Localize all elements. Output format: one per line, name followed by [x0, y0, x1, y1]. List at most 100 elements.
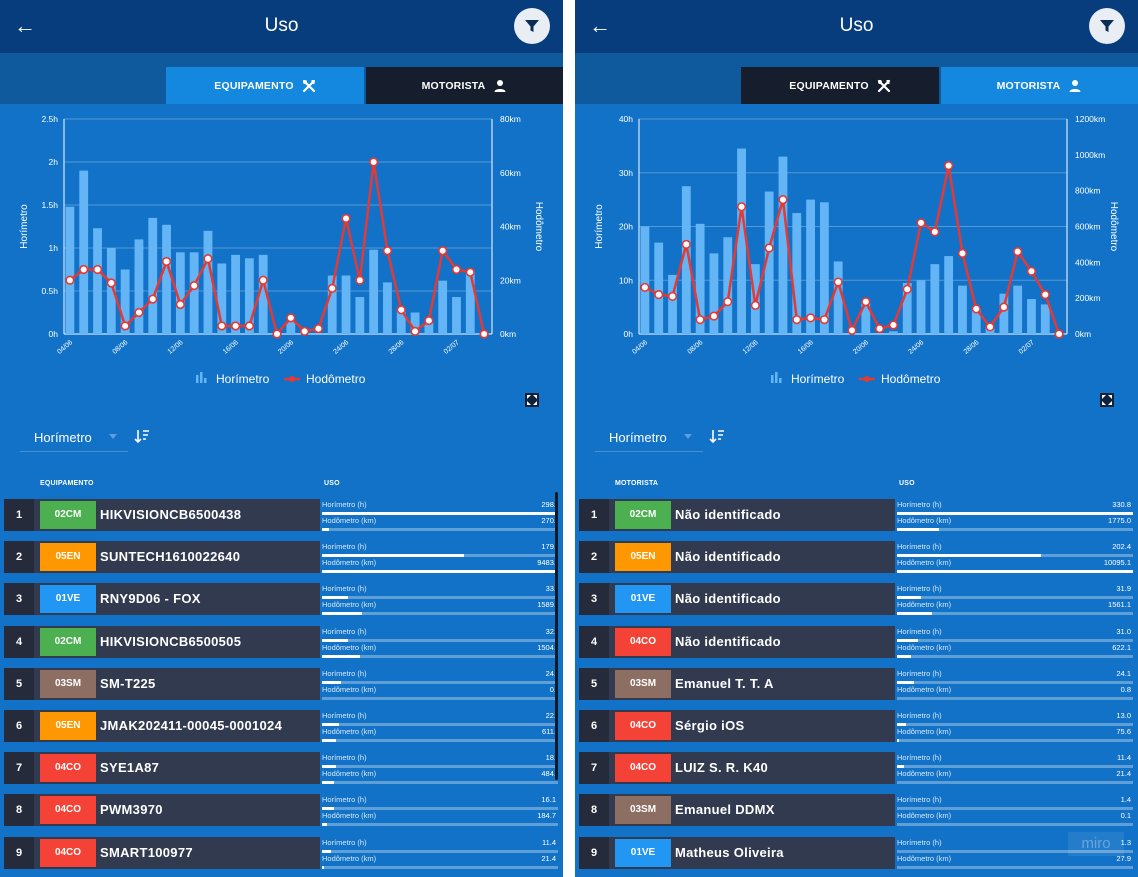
progress-fill — [322, 681, 341, 684]
x-tick-label: 04/06 — [56, 339, 74, 356]
usage-bars: Horímetro (h) 33. Hodômetro (km) 1589. — [322, 584, 558, 616]
metric-label: Hodômetro (km) — [322, 769, 377, 778]
metric-label: Horímetro (h) — [322, 753, 367, 762]
hodometro-line: Hodômetro (km) 622.1 — [897, 643, 1133, 658]
list-item[interactable]: 8 03SM Emanuel DDMX — [579, 794, 895, 826]
rank-number: 4 — [579, 626, 609, 658]
item-name: Não identificado — [675, 549, 781, 564]
metric-label: Hodômetro (km) — [897, 600, 952, 609]
list-item[interactable]: 5 03SM SM-T225 — [4, 668, 320, 700]
tab-equipamento[interactable]: EQUIPAMENTO — [166, 67, 364, 104]
tab-label: MOTORISTA — [996, 79, 1061, 92]
list-item[interactable]: 2 05EN Não identificado — [579, 541, 895, 573]
chevron-down-icon — [109, 434, 117, 439]
group-badge: 04CO — [40, 754, 96, 782]
list-item[interactable]: 9 04CO SMART100977 — [4, 837, 320, 869]
group-badge: 02CM — [40, 628, 96, 656]
progress-track — [322, 612, 558, 615]
metric-label: Horímetro (h) — [897, 753, 942, 762]
filter-icon — [525, 20, 539, 32]
fullscreen-icon[interactable] — [524, 392, 540, 408]
progress-track — [322, 807, 558, 810]
metric-value: 1589. — [537, 600, 556, 609]
list-item[interactable]: 3 01VE Não identificado — [579, 583, 895, 615]
data-point — [451, 264, 462, 275]
sort-field-select[interactable]: Horímetro — [595, 422, 703, 452]
data-point — [327, 283, 337, 293]
scrollbar[interactable] — [555, 492, 558, 780]
rank-number: 6 — [579, 710, 609, 742]
item-name: RNY9D06 - FOX — [100, 591, 201, 606]
horimetro-line: Horímetro (h) 330.8 — [897, 500, 1133, 515]
data-point — [819, 315, 829, 325]
horimetro-line: Horímetro (h) 24. — [322, 669, 558, 684]
bar — [723, 237, 733, 334]
hodometro-line: Hodômetro (km) 611. — [322, 727, 558, 742]
filter-button[interactable] — [1089, 8, 1125, 44]
arrow-left-icon[interactable]: ← — [589, 13, 611, 38]
tab-equipamento[interactable]: EQUIPAMENTO — [741, 67, 939, 104]
bar — [709, 253, 719, 334]
x-tick-label: 28/06 — [388, 339, 406, 356]
progress-fill — [322, 823, 327, 826]
bar — [640, 226, 650, 334]
progress-track — [897, 570, 1133, 573]
data-point — [300, 326, 310, 336]
y-left-tick-label: 10h — [619, 275, 633, 285]
metric-value: 1561.1 — [1108, 600, 1131, 609]
list-item[interactable]: 7 04CO SYE1A87 — [4, 752, 320, 784]
rank-number: 2 — [579, 541, 609, 573]
progress-fill — [322, 866, 325, 869]
progress-track — [897, 781, 1133, 784]
filter-button[interactable] — [514, 8, 550, 44]
metric-label: Hodômetro (km) — [897, 769, 952, 778]
y-right-tick-label: 600km — [1075, 222, 1101, 232]
x-tick-label: 24/06 — [332, 339, 350, 356]
page-title: Uso — [839, 15, 874, 36]
progress-track — [897, 596, 1133, 599]
data-point — [175, 299, 185, 310]
x-tick-label: 28/06 — [963, 339, 981, 356]
hodometro-line: Hodômetro (km) 1561.1 — [897, 600, 1133, 615]
y-right-tick-label: 200km — [1075, 293, 1101, 303]
rank-number: 5 — [579, 668, 609, 700]
tab-bar: EQUIPAMENTO MOTORISTA — [0, 53, 563, 104]
fullscreen-icon[interactable] — [1099, 392, 1115, 408]
list-item[interactable]: 3 01VE RNY9D06 - FOX — [4, 583, 320, 615]
data-point — [313, 324, 324, 334]
legend-bar-icon — [200, 372, 203, 383]
bar — [695, 223, 705, 334]
metric-value: 611. — [541, 727, 556, 736]
metric-value: 202.4 — [1112, 542, 1131, 551]
item-name: JMAK202411-00045-0001024 — [100, 718, 283, 733]
progress-track — [322, 528, 558, 531]
item-name: SMART100977 — [100, 845, 193, 860]
progress-track — [897, 681, 1133, 684]
bar — [806, 199, 815, 334]
list-item[interactable]: 2 05EN SUNTECH1610022640 — [4, 541, 320, 573]
arrow-left-icon[interactable]: ← — [14, 13, 36, 38]
list-item[interactable]: 6 04CO Sérgio iOS — [579, 710, 895, 742]
filter-icon — [1100, 20, 1114, 32]
item-name: HIKVISIONCB6500438 — [100, 507, 242, 522]
list-item[interactable]: 6 05EN JMAK202411-00045-0001024 — [4, 710, 320, 742]
metric-value: 27.9 — [1116, 854, 1131, 863]
list-item[interactable]: 4 04CO Não identificado — [579, 626, 895, 658]
list-item[interactable]: 7 04CO LUIZ S. R. K40 — [579, 752, 895, 784]
group-badge: 04CO — [40, 796, 96, 824]
list-item[interactable]: 8 04CO PWM3970 — [4, 794, 320, 826]
tab-motorista[interactable]: MOTORISTA — [941, 67, 1138, 104]
progress-track — [322, 765, 558, 768]
sort-field-select[interactable]: Horímetro — [20, 422, 128, 452]
sort-desc-icon[interactable] — [134, 428, 150, 444]
list-item[interactable]: 4 02CM HIKVISIONCB6500505 — [4, 626, 320, 658]
list-item[interactable]: 1 02CM Não identificado — [579, 499, 895, 531]
metric-value: 484. — [541, 769, 556, 778]
y-left-tick-label: 40h — [619, 114, 633, 124]
tab-motorista[interactable]: MOTORISTA — [366, 67, 563, 104]
list-item[interactable]: 9 01VE Matheus Oliveira — [579, 837, 895, 869]
sort-desc-icon[interactable] — [709, 428, 725, 444]
list-item[interactable]: 1 02CM HIKVISIONCB6500438 — [4, 499, 320, 531]
list-item[interactable]: 5 03SM Emanuel T. T. A — [579, 668, 895, 700]
usage-bars: Horímetro (h) 31.0 Hodômetro (km) 622.1 — [897, 627, 1133, 659]
